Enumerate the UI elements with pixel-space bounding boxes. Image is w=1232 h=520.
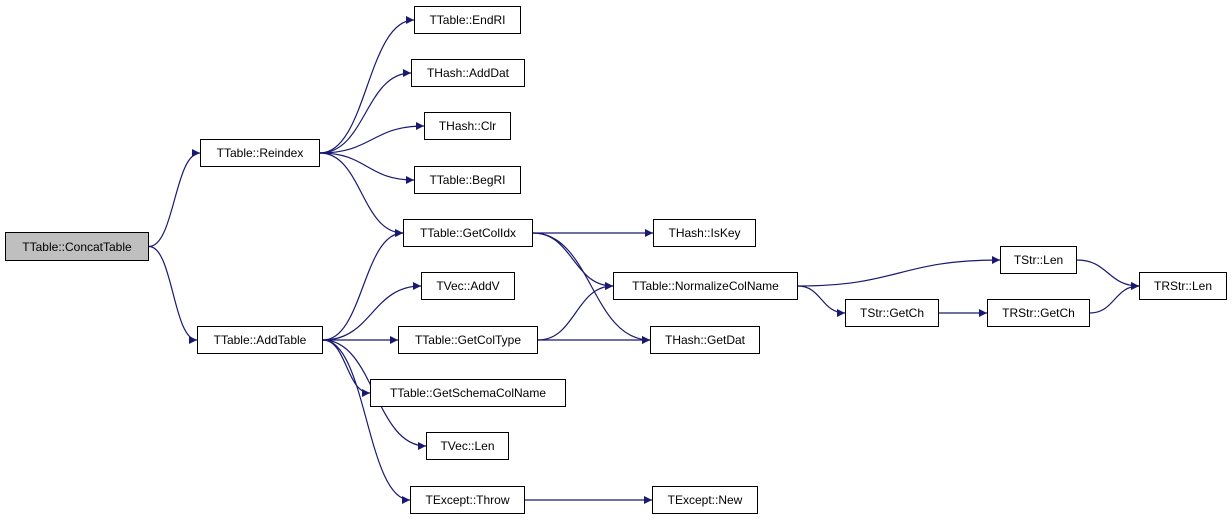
edge-strlen-to-rstrlen	[1076, 259, 1140, 290]
node-getcolidx[interactable]: TTable::GetColIdx	[403, 219, 533, 247]
node-strgetch[interactable]: TStr::GetCh	[845, 299, 939, 327]
edge-addtable-to-getschema	[322, 339, 371, 397]
node-rstrgetch[interactable]: TRStr::GetCh	[987, 299, 1090, 327]
edge-reindex-to-clr	[319, 122, 425, 154]
edge-reindex-to-adddat	[319, 69, 412, 154]
edge-rstrgetch-to-rstrlen	[1089, 282, 1140, 314]
node-reindex[interactable]: TTable::Reindex	[200, 139, 320, 167]
node-concat[interactable]: TTable::ConcatTable	[5, 232, 149, 261]
edge-getcoltype-to-normalize	[537, 282, 614, 341]
edge-reindex-to-getcolidx	[319, 152, 404, 237]
node-begri[interactable]: TTable::BegRI	[414, 166, 521, 194]
edge-concat-to-addtable	[148, 245, 198, 344]
edge-getcolidx-to-getdat	[532, 232, 651, 344]
node-veclen[interactable]: TVec::Len	[426, 432, 509, 460]
node-iskey[interactable]: THash::IsKey	[653, 219, 756, 247]
edge-reindex-to-endri	[319, 16, 415, 154]
edge-normalize-to-strgetch	[797, 285, 846, 317]
node-strlen[interactable]: TStr::Len	[1000, 246, 1077, 274]
node-addtable[interactable]: TTable::AddTable	[197, 326, 323, 354]
edge-reindex-to-begri	[319, 152, 415, 184]
edge-addtable-to-throw	[322, 339, 411, 504]
node-addv[interactable]: TVec::AddV	[421, 272, 515, 300]
node-throw[interactable]: TExcept::Throw	[410, 486, 525, 514]
node-adddat[interactable]: THash::AddDat	[411, 59, 525, 87]
node-normalize[interactable]: TTable::NormalizeColName	[613, 272, 798, 300]
node-getschema[interactable]: TTable::GetSchemaColName	[370, 379, 566, 407]
node-except_new[interactable]: TExcept::New	[652, 486, 758, 514]
edge-addtable-to-getcolidx	[322, 229, 404, 341]
node-rstrlen[interactable]: TRStr::Len	[1139, 272, 1227, 300]
node-endri[interactable]: TTable::EndRI	[414, 6, 521, 34]
edge-addtable-to-addv	[322, 282, 422, 341]
edge-getcolidx-to-normalize	[532, 232, 614, 290]
node-getdat[interactable]: THash::GetDat	[650, 326, 760, 354]
node-getcoltype[interactable]: TTable::GetColType	[398, 326, 538, 354]
edge-normalize-to-strlen	[797, 256, 1001, 287]
edge-concat-to-reindex	[148, 149, 201, 248]
node-clr[interactable]: THash::Clr	[424, 112, 511, 140]
